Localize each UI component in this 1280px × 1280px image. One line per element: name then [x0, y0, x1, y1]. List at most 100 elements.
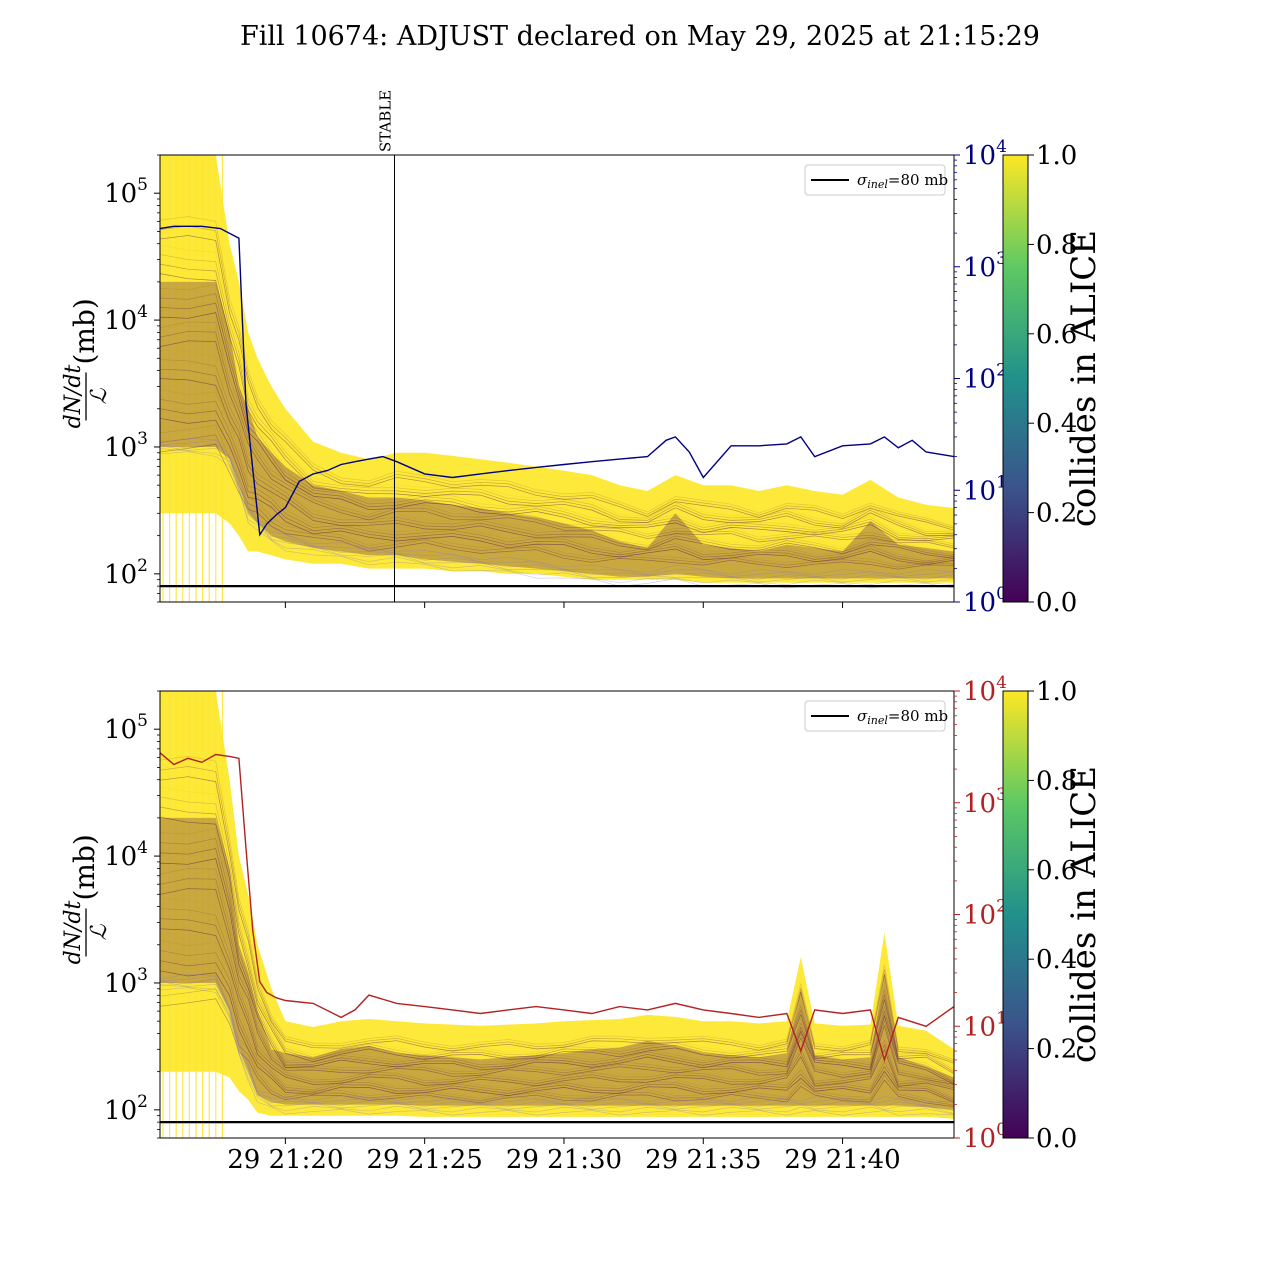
right-y-tick-label: 104	[963, 137, 1007, 171]
bunch-trace-line	[160, 998, 954, 1107]
y-tick-label: 102	[104, 1092, 148, 1126]
colorbar	[1002, 154, 1029, 603]
bunch-trace-line	[160, 293, 954, 538]
colorbar-tick-label: 0.2	[1036, 499, 1077, 529]
bunch-trace-line	[160, 796, 954, 1071]
bunch-trace-line	[160, 263, 954, 535]
colorbar-tick-label: 1.0	[1036, 141, 1077, 171]
y-axis-label: dN/dt ℒ (mb)	[61, 834, 112, 964]
legend-label: σinel=80 mb	[857, 171, 948, 191]
bunch-trace-line	[160, 960, 954, 1102]
low-trace-line	[160, 442, 954, 580]
bunch-trace-line	[160, 868, 954, 1082]
low-trace-line	[160, 978, 954, 1111]
right-y-tick-label: 102	[963, 897, 1007, 931]
low-trace-line	[160, 981, 954, 1114]
bunch-trace-line	[160, 398, 954, 562]
legend-label: σinel=80 mb	[857, 707, 948, 727]
colorbar-tick-label: 0.2	[1036, 1035, 1077, 1065]
bunch-trace-line	[160, 225, 954, 529]
right-axis-series-line	[160, 752, 954, 1063]
colorbar-label: collides in ALICE	[1064, 766, 1104, 1063]
bunch-trace-line	[160, 368, 954, 557]
bunch-trace-line	[160, 434, 954, 568]
bunch-trace-line	[160, 756, 954, 1061]
bunch-trace-line	[160, 273, 954, 536]
band-collides-high	[160, 691, 954, 1119]
bunch-trace-line	[160, 302, 954, 540]
y-tick-label: 103	[104, 429, 148, 463]
figure-title: Fill 10674: ADJUST declared on May 29, 2…	[240, 21, 1040, 52]
bunch-trace-line	[160, 378, 954, 559]
bunch-trace-line	[160, 970, 954, 1103]
y-axis-label-numerator: dN/dt	[61, 901, 86, 965]
band-collides-low	[160, 281, 954, 579]
y-axis-label-unit: (mb)	[68, 298, 101, 364]
right-y-tick-label: 104	[963, 673, 1007, 707]
x-tick-label: 29 21:30	[506, 1145, 622, 1175]
right-y-tick-label: 102	[963, 361, 1007, 395]
y-axis-label-unit: (mb)	[68, 834, 101, 900]
bunch-trace-line	[160, 244, 954, 531]
bunch-trace-line	[160, 988, 954, 1106]
colorbar-tick-label: 0.8	[1036, 766, 1077, 796]
bunch-trace-line	[160, 928, 954, 1091]
x-tick-label: 29 21:20	[227, 1145, 343, 1175]
low-trace-line	[160, 437, 954, 575]
low-trace-line	[160, 439, 954, 577]
bunch-trace-line	[160, 786, 954, 1069]
right-y-tick-label: 103	[963, 249, 1007, 283]
bunch-trace-line	[160, 312, 954, 542]
colorbar-tick-label: 0.4	[1036, 945, 1077, 975]
bunch-trace-line	[160, 766, 954, 1062]
stable-marker-label: STABLE	[376, 90, 394, 152]
right-y-tick-label: 101	[963, 472, 1007, 506]
bunch-trace-line	[160, 235, 954, 531]
right-y-tick-label: 101	[963, 1008, 1007, 1042]
bunch-trace-line	[160, 888, 954, 1085]
low-trace-line	[160, 975, 954, 1106]
colorbar-tick-label: 0.6	[1036, 856, 1077, 886]
bunch-trace-line	[160, 408, 954, 564]
x-tick-label: 29 21:40	[784, 1145, 900, 1175]
band-collides-low	[160, 817, 954, 1110]
legend-box	[804, 700, 946, 732]
low-trace-line	[160, 445, 954, 583]
lower-panel: 102 103 104 105 100 101 102 103 104 29 21:20 29 21…	[61, 673, 1104, 1175]
colorbar-label: collides in ALICE	[1064, 230, 1104, 527]
bunch-trace-line	[160, 878, 954, 1084]
colorbar-tick-label: 0.8	[1036, 230, 1077, 260]
bunch-trace-line	[160, 216, 954, 527]
colorbar-tick-label: 0.4	[1036, 409, 1077, 439]
bunch-trace-line	[160, 283, 954, 536]
bunch-trace-line	[160, 1008, 954, 1106]
x-tick-label: 29 21:25	[367, 1145, 483, 1175]
low-trace-line	[160, 984, 954, 1115]
legend-box	[804, 164, 946, 196]
colorbar-tick-label: 0.0	[1036, 1124, 1077, 1154]
bunch-trace-line	[160, 816, 954, 1074]
y-tick-label: 104	[104, 838, 148, 872]
colorbar-tick-label: 1.0	[1036, 677, 1077, 707]
colorbar-tick-label: 0.0	[1036, 588, 1077, 618]
bunch-trace-line	[160, 254, 954, 533]
y-tick-label: 105	[104, 175, 148, 209]
bunch-trace-line	[160, 858, 954, 1085]
bunch-trace-line	[160, 359, 954, 556]
right-y-tick-label: 100	[963, 584, 1007, 618]
bunch-trace-line	[160, 806, 954, 1073]
right-axis-series-line	[160, 225, 954, 537]
plot-content	[160, 155, 954, 602]
bunch-trace-line	[160, 848, 954, 1084]
y-axis-label-denominator: ℒ	[87, 923, 112, 940]
low-trace-line	[160, 448, 954, 586]
bunch-trace-line	[160, 417, 954, 566]
y-axis-label-denominator: ℒ	[87, 387, 112, 404]
bunch-trace-line	[160, 918, 954, 1089]
upper-panel: STABLE 102 103 104 105 100 101 102 103 104 dN/dt ℒ (…	[61, 90, 1104, 618]
band-collides-high	[160, 155, 954, 583]
right-y-tick-label: 100	[963, 1120, 1007, 1154]
y-tick-label: 102	[104, 556, 148, 590]
plot-content	[160, 691, 954, 1138]
